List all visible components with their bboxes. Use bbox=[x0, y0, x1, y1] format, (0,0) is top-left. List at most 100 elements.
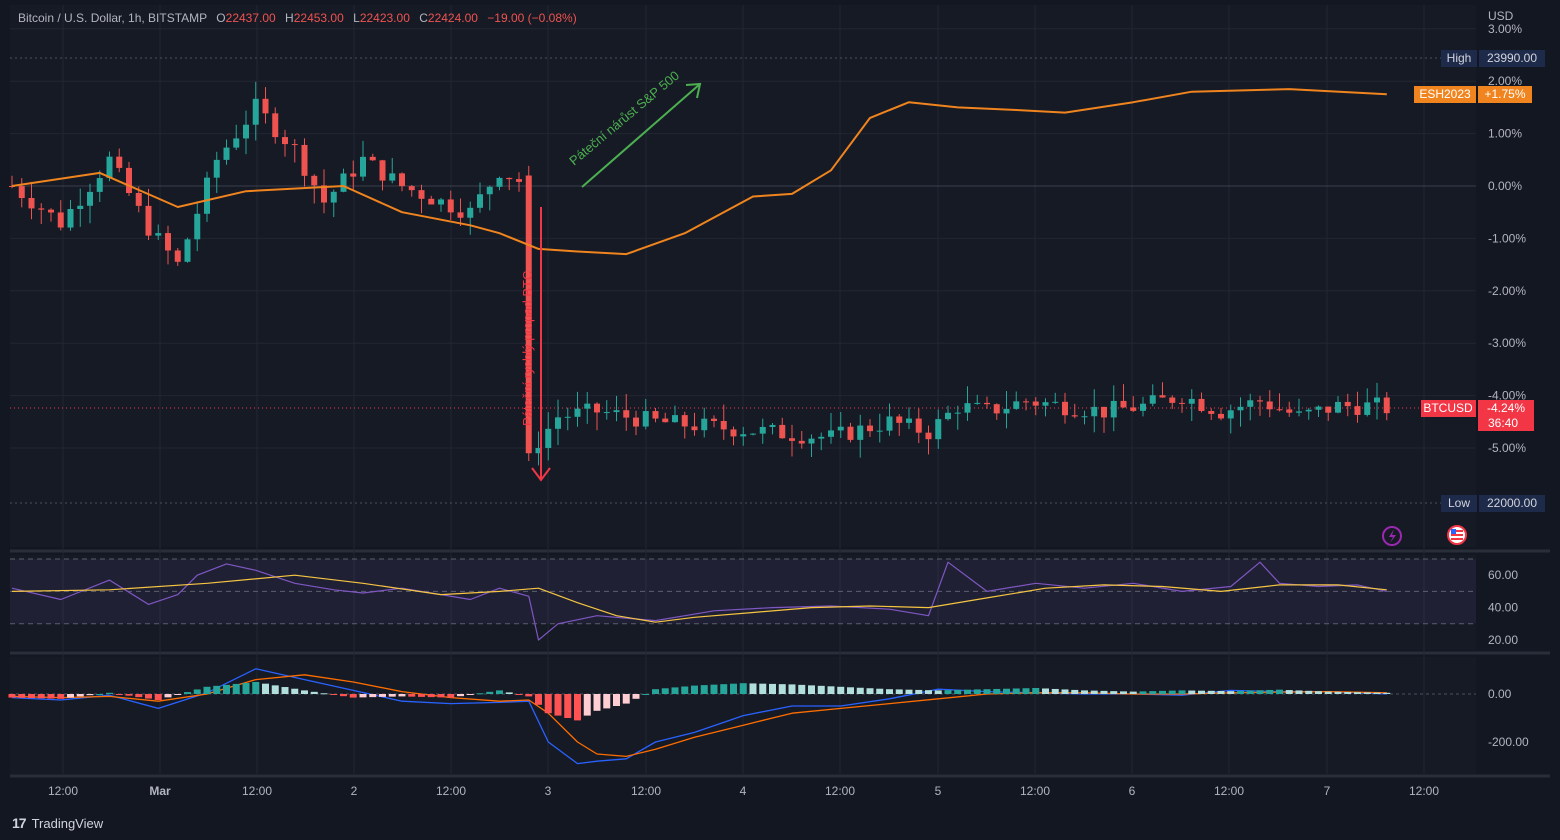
histogram-bar bbox=[96, 694, 104, 695]
main-tick-label: 2.00% bbox=[1488, 74, 1522, 88]
rsi-tick-label: 20.00 bbox=[1488, 633, 1518, 647]
histogram-bar bbox=[447, 694, 455, 698]
histogram-bar bbox=[778, 684, 786, 694]
candle bbox=[662, 418, 669, 423]
candle bbox=[847, 426, 854, 440]
main-price-axis: 3.00% 2.00% 1.00% 0.00% -1.00% -2.00% -3.00% -4… bbox=[1488, 22, 1526, 455]
candle bbox=[1032, 401, 1039, 406]
histogram-bar bbox=[359, 694, 367, 698]
candle bbox=[1383, 397, 1390, 414]
candle bbox=[876, 430, 883, 432]
histogram-bar bbox=[720, 684, 728, 694]
histogram-bar bbox=[1246, 690, 1254, 694]
histogram-bar bbox=[281, 687, 289, 694]
histogram-bar bbox=[1178, 690, 1186, 694]
candle bbox=[282, 137, 288, 145]
esh-tag: ESH2023 bbox=[1419, 87, 1471, 101]
candle bbox=[642, 411, 649, 427]
histogram-bar bbox=[535, 694, 542, 705]
candle bbox=[954, 412, 961, 414]
histogram-bar bbox=[76, 694, 84, 697]
time-tick-label: 12:00 bbox=[1020, 784, 1050, 798]
lightning-icon[interactable] bbox=[1382, 526, 1402, 546]
high-price-label: High 23990.00 bbox=[1441, 50, 1545, 67]
histogram-bar bbox=[57, 694, 65, 699]
histogram-bar bbox=[67, 694, 74, 698]
candle bbox=[808, 438, 815, 444]
candle bbox=[867, 425, 873, 432]
time-tick-label: 12:00 bbox=[1409, 784, 1439, 798]
candle bbox=[525, 175, 532, 454]
up-arrow[interactable] bbox=[581, 83, 701, 188]
candle bbox=[1042, 402, 1049, 406]
candle bbox=[1169, 397, 1176, 403]
time-tick-label: 12:00 bbox=[631, 784, 661, 798]
candle bbox=[818, 436, 825, 439]
histogram-bar bbox=[164, 694, 172, 698]
histogram-bar bbox=[895, 689, 903, 694]
candle bbox=[194, 213, 201, 240]
histogram-bar bbox=[427, 694, 435, 698]
candle bbox=[1374, 397, 1380, 403]
histogram-bar bbox=[1227, 691, 1235, 694]
main-tick-label: -2.00% bbox=[1488, 284, 1526, 298]
candle bbox=[691, 426, 698, 431]
candle bbox=[594, 403, 600, 413]
macd-axis: 0.00 -200.00 bbox=[1488, 687, 1529, 749]
candle bbox=[262, 98, 269, 114]
candle bbox=[925, 432, 932, 440]
candle bbox=[1130, 407, 1137, 411]
time-tick-label: 4 bbox=[740, 784, 747, 798]
down-annotation-text[interactable]: Páteční rychlý propad BTC bbox=[520, 271, 535, 426]
histogram-bar bbox=[213, 685, 221, 694]
candle bbox=[106, 156, 113, 179]
candle bbox=[301, 144, 308, 176]
candle bbox=[1227, 410, 1234, 419]
candle bbox=[1091, 406, 1098, 417]
histogram-bar bbox=[1129, 691, 1137, 694]
candle bbox=[1286, 409, 1293, 413]
us-flag-icon[interactable] bbox=[1447, 525, 1467, 545]
histogram-bar bbox=[1363, 692, 1371, 694]
histogram-bar bbox=[349, 694, 357, 698]
histogram-bar bbox=[681, 686, 689, 694]
candle bbox=[291, 144, 298, 146]
candle bbox=[1140, 403, 1146, 411]
candle bbox=[798, 440, 805, 444]
histogram-bar bbox=[886, 689, 893, 694]
candle bbox=[750, 433, 756, 435]
chart-canvas[interactable]: Bitcoin / U.S. Dollar, 1h, BITSTAMP O224… bbox=[0, 0, 1560, 806]
histogram-bar bbox=[262, 683, 269, 694]
time-tick-label: 12:00 bbox=[1214, 784, 1244, 798]
esh-price-label: ESH2023 +1.75% bbox=[1414, 86, 1532, 103]
histogram-bar bbox=[125, 694, 133, 696]
tradingview-brand[interactable]: 17 TradingView bbox=[12, 815, 103, 831]
histogram-bar bbox=[603, 694, 611, 709]
low-tag: Low bbox=[1448, 496, 1470, 510]
histogram-bar bbox=[934, 690, 942, 694]
histogram-bar bbox=[1051, 688, 1059, 694]
histogram-bar bbox=[983, 689, 991, 694]
histogram-bar bbox=[1110, 691, 1118, 694]
candle bbox=[57, 212, 64, 228]
btc-tag: BTCUSD bbox=[1423, 401, 1473, 415]
histogram-bar bbox=[769, 683, 776, 694]
candle bbox=[1305, 409, 1312, 412]
candle bbox=[1344, 401, 1351, 407]
candle bbox=[116, 156, 123, 168]
candle bbox=[38, 208, 45, 210]
histogram-bar bbox=[1344, 692, 1352, 694]
candle bbox=[1013, 401, 1020, 409]
symbol-title: Bitcoin / U.S. Dollar, 1h, BITSTAMP bbox=[18, 11, 207, 25]
candle bbox=[1296, 411, 1302, 413]
candle bbox=[886, 416, 893, 431]
time-tick-label: 6 bbox=[1129, 784, 1136, 798]
histogram-bar bbox=[798, 684, 806, 694]
candles bbox=[9, 81, 1390, 466]
histogram-bar bbox=[866, 688, 874, 694]
time-tick-label: 7 bbox=[1324, 784, 1331, 798]
candle bbox=[779, 424, 786, 439]
histogram-bar bbox=[193, 689, 201, 694]
histogram-bar bbox=[457, 694, 464, 697]
candle bbox=[360, 156, 366, 177]
